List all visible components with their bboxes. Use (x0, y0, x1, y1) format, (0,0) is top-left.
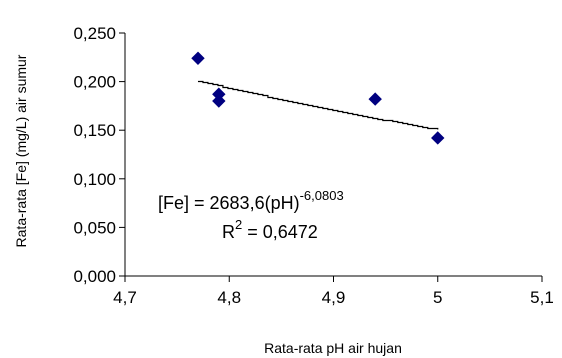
r2-sup: 2 (235, 217, 242, 232)
y-tick-label: 0,250 (73, 24, 116, 43)
y-tick-label: 0,150 (73, 121, 116, 140)
data-point (191, 51, 205, 65)
x-tick-label: 4,9 (322, 288, 346, 307)
axes (124, 33, 542, 277)
y-tick-label: 0,050 (73, 218, 116, 237)
power-trendline (197, 80, 439, 130)
x-tick-label: 4,7 (113, 288, 137, 307)
r-squared-label: R2 = 0,6472 (222, 217, 318, 242)
r2-main: R (222, 222, 235, 242)
y-axis-label: Rata-rata [Fe] (mg/L) air sumur (13, 54, 29, 247)
data-points (191, 51, 445, 145)
data-point (368, 92, 382, 106)
x-ticks: 4,7 4,8 4,9 5 5,1 (113, 276, 554, 307)
y-tick-label: 0,200 (73, 73, 116, 92)
equation-label: [Fe] = 2683,6(pH)-6,0803 (158, 188, 344, 213)
y-ticks: 0,000 0,050 0,100 0,150 0,200 0,250 (73, 24, 125, 286)
equation-main: [Fe] = 2683,6(pH) (158, 193, 300, 213)
r2-value: = 0,6472 (242, 222, 318, 242)
y-tick-label: 0,100 (73, 170, 116, 189)
y-tick-label: 0,000 (73, 267, 116, 286)
equation-exponent: -6,0803 (300, 188, 344, 203)
x-tick-label: 5 (433, 288, 442, 307)
data-point (431, 131, 445, 145)
trendline-group (197, 80, 439, 130)
data-point (212, 94, 226, 108)
x-tick-label: 4,8 (217, 288, 241, 307)
x-tick-label: 5,1 (530, 288, 554, 307)
x-axis-label: Rata-rata pH air hujan (264, 340, 402, 356)
